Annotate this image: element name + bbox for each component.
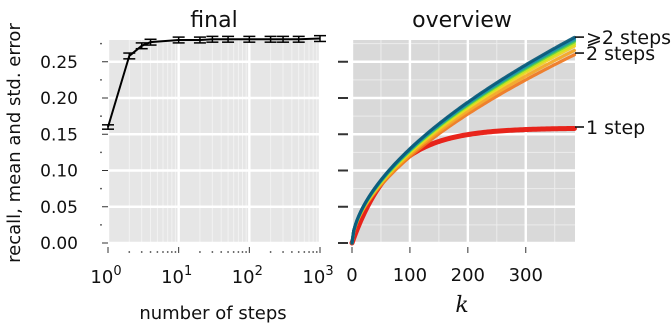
final-panel: 0.00 0.05 0.10 0.15 0.20 0.25 100 101 102 103 fi… <box>4 8 334 324</box>
final-error-bar <box>102 124 114 130</box>
final-error-bar <box>314 34 326 43</box>
final-x-tick-label: 100 <box>90 264 121 288</box>
final-x-tick-label: 102 <box>232 264 263 288</box>
final-plot-background <box>108 40 320 243</box>
final-x-minor-tick <box>227 251 229 253</box>
final-x-minor-tick <box>199 251 201 253</box>
final-x-axis-label: number of steps <box>139 303 286 324</box>
final-x-minor-tick <box>166 251 169 253</box>
final-error-bar <box>243 35 256 43</box>
final-y-tick-label: 0.10 <box>40 162 78 182</box>
final-y-minor-tick <box>100 42 102 45</box>
final-error-bar <box>172 36 185 44</box>
final-x-minor-tick <box>162 251 164 253</box>
overview-series-line <box>350 35 577 245</box>
final-x-minor-tick <box>241 251 244 253</box>
final-x-minor-tick <box>156 251 159 253</box>
final-y-tick-label: 0.20 <box>40 89 78 109</box>
final-x-minor-tick <box>149 251 152 253</box>
final-x-minor-tick <box>245 251 247 253</box>
overview-x-axis-label: k <box>455 293 468 318</box>
overview-y-ticks <box>338 60 348 244</box>
overview-x-tick-label: 200 <box>451 265 485 286</box>
final-error-bar <box>292 35 305 43</box>
final-title: final <box>190 8 237 33</box>
overview-title: overview <box>412 8 512 33</box>
overview-x-tick-label: 0 <box>346 265 357 286</box>
final-x-minor-tick <box>290 251 293 253</box>
final-x-minor-tick <box>308 251 310 253</box>
final-y-minor-tick <box>100 151 102 154</box>
final-error-bar <box>144 38 157 46</box>
final-x-minor-tick <box>140 251 143 253</box>
overview-marks <box>349 35 577 246</box>
final-y-minor-tick <box>100 78 102 81</box>
final-x-ticks: 100 101 102 103 <box>90 247 334 288</box>
final-error-bar <box>277 35 290 43</box>
final-error-bar <box>123 52 136 60</box>
final-x-minor-tick <box>303 251 306 253</box>
final-y-tick-label: 0.25 <box>40 53 78 73</box>
final-x-minor-tick <box>170 251 173 253</box>
final-y-minor-tick <box>100 223 102 226</box>
final-x-tick-label: 103 <box>302 264 333 288</box>
series-label: 2 steps <box>586 43 655 65</box>
final-x-tick-label: 101 <box>161 264 192 288</box>
final-error-bar <box>222 35 235 43</box>
final-x-minor-tick <box>269 251 272 253</box>
final-marks <box>102 34 326 130</box>
final-y-tick-label: 0.05 <box>40 198 78 218</box>
final-y-tick-label: 0.15 <box>40 125 78 145</box>
series-label: 1 step <box>586 117 645 139</box>
final-x-minor-tick <box>282 251 284 253</box>
final-error-bar <box>206 35 219 43</box>
final-x-minor-tick <box>315 251 318 253</box>
final-x-minor-tick <box>297 251 300 253</box>
final-x-minor-tick <box>312 251 315 253</box>
final-y-minor-tick <box>100 187 102 190</box>
series-label: ⩾2 steps <box>586 27 671 49</box>
overview-x-tick-label: 300 <box>509 265 543 286</box>
final-error-bar <box>264 35 277 43</box>
final-grid <box>106 40 322 245</box>
final-x-minor-tick <box>220 251 223 253</box>
final-y-minor-tick <box>100 115 102 118</box>
overview-x-tick-label: 100 <box>393 265 427 286</box>
overview-x-ticks: 0 100 200 300 <box>346 247 543 286</box>
final-error-bar <box>193 36 206 44</box>
final-y-tick-label: 0.00 <box>40 234 78 254</box>
final-x-minor-tick <box>174 251 177 253</box>
final-x-minor-tick <box>237 251 240 253</box>
final-x-minor-tick <box>232 251 235 253</box>
final-x-minor-tick <box>128 251 131 253</box>
final-x-minor-tick <box>211 251 214 253</box>
final-error-bar <box>135 42 148 50</box>
y-axis-label: recall, mean and std. error <box>4 23 25 263</box>
final-y-ticks: 0.00 0.05 0.10 0.15 0.20 0.25 <box>40 42 108 254</box>
